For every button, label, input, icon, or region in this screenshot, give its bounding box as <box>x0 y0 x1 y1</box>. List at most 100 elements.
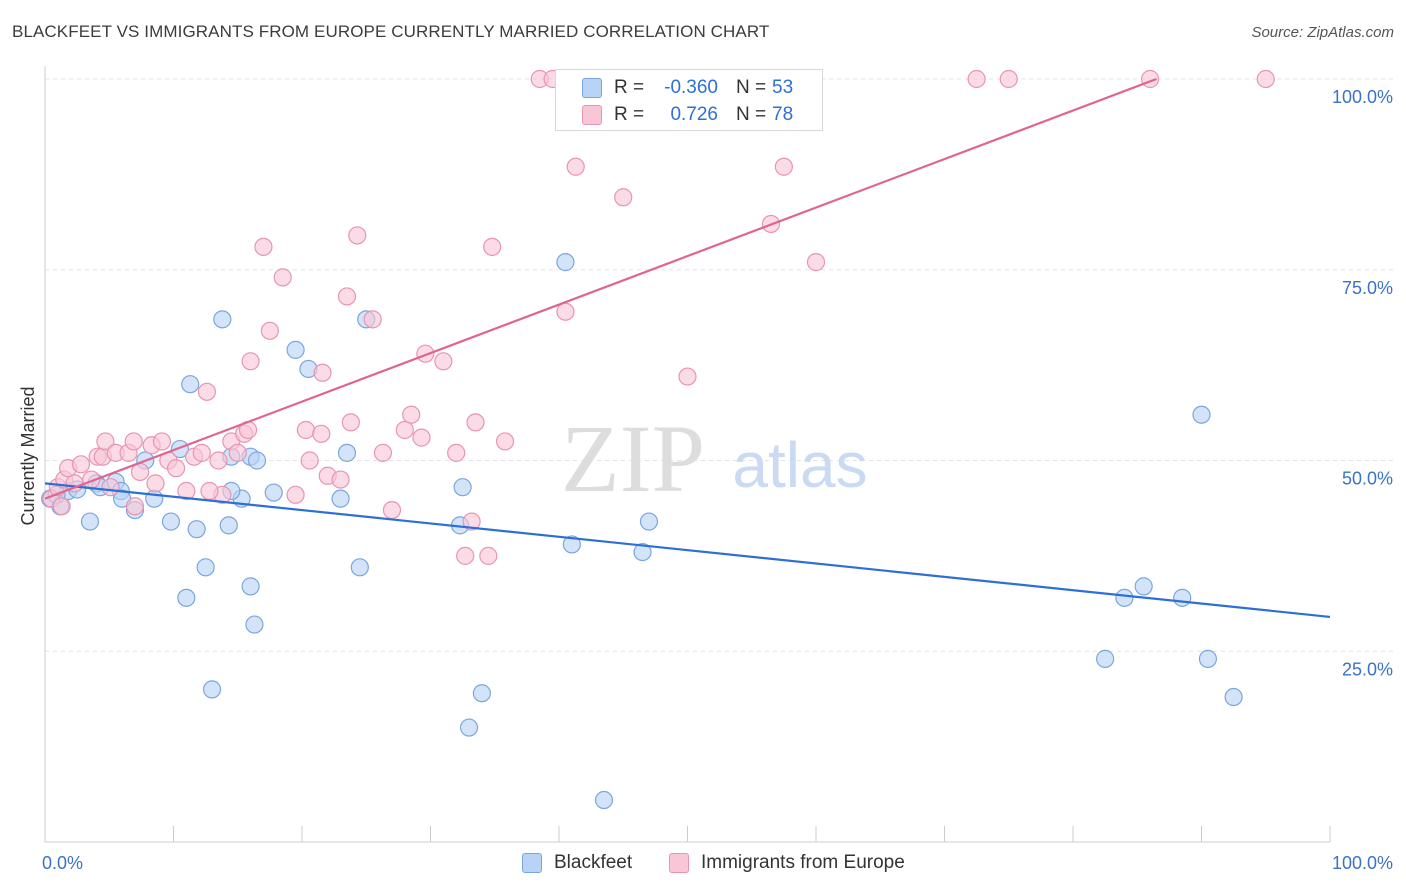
chart-title: BLACKFEET VS IMMIGRANTS FROM EUROPE CURR… <box>12 22 770 41</box>
data-point <box>774 157 793 176</box>
stats-n-label: N = <box>736 77 767 98</box>
data-point <box>331 489 350 508</box>
trend-line <box>44 77 1157 500</box>
data-point <box>453 478 472 497</box>
data-point <box>412 428 431 447</box>
data-point <box>202 680 222 699</box>
stats-r-label: R = <box>614 104 645 125</box>
data-point <box>459 718 479 737</box>
data-point <box>614 188 633 207</box>
data-point <box>241 352 260 371</box>
chart-legend: Blackfeet Immigrants from Europe <box>0 848 1406 882</box>
data-point <box>382 500 402 520</box>
data-point <box>562 535 581 554</box>
trend-layer <box>44 77 1331 619</box>
data-point <box>200 481 219 501</box>
data-point <box>1256 69 1275 89</box>
data-point <box>286 340 305 359</box>
stats-row-europe: R = 0.726 N = 78 <box>556 101 822 127</box>
data-point <box>1096 649 1115 668</box>
data-point <box>1115 588 1134 607</box>
watermark-atlas: atlas <box>732 429 867 501</box>
legend-label-blackfeet: Blackfeet <box>554 852 633 873</box>
data-point <box>219 516 238 535</box>
data-point <box>286 485 305 504</box>
chart-source: Source: ZipAtlas.com <box>1251 24 1394 41</box>
data-point <box>350 558 369 577</box>
stats-row-blackfeet: R = -0.360 N = 53 <box>556 74 822 100</box>
y-tick-label: 25.0% <box>1342 659 1393 679</box>
data-point <box>479 546 498 565</box>
data-point <box>197 382 217 401</box>
data-point <box>337 287 357 306</box>
data-point <box>80 512 100 531</box>
legend-item-europe[interactable]: Immigrants from Europe <box>669 852 905 874</box>
y-tick-label: 100.0% <box>1332 87 1393 107</box>
stats-r-label: R = <box>614 77 645 98</box>
data-point <box>495 432 515 451</box>
data-point <box>161 512 181 531</box>
trend-line <box>44 482 1331 619</box>
x-tick-label: 100.0% <box>1332 853 1393 873</box>
labels-layer: 25.0% 50.0% 75.0% 100.0% 0.0% 100.0% Currently… <box>18 87 1393 873</box>
data-point <box>1192 405 1211 424</box>
stats-n-value-blackfeet: 53 <box>772 77 794 98</box>
data-point <box>395 420 414 440</box>
data-point <box>254 237 273 256</box>
data-point <box>146 474 165 493</box>
data-point <box>177 481 196 501</box>
y-axis-title: Currently Married <box>18 386 38 525</box>
data-point <box>472 684 491 703</box>
data-point <box>296 420 315 440</box>
data-point <box>466 413 485 432</box>
data-point <box>264 483 283 502</box>
points-layer <box>41 69 1275 810</box>
data-point <box>145 489 164 508</box>
data-point <box>416 344 435 363</box>
data-point <box>462 512 481 531</box>
data-point <box>434 352 453 371</box>
data-point <box>312 424 331 443</box>
data-point <box>125 497 145 516</box>
data-point <box>313 363 332 382</box>
data-point <box>196 558 215 577</box>
data-point <box>967 69 986 89</box>
data-point <box>177 588 196 607</box>
data-point <box>96 432 115 451</box>
data-point <box>1134 577 1153 596</box>
data-point <box>456 546 475 565</box>
data-point <box>1224 687 1243 707</box>
data-point <box>247 451 267 470</box>
data-point <box>447 443 466 462</box>
data-point <box>594 790 614 810</box>
data-point <box>273 268 292 287</box>
data-point <box>124 432 143 451</box>
legend-swatch-blackfeet <box>522 853 542 873</box>
data-point <box>1198 649 1218 668</box>
data-point <box>213 310 232 329</box>
stats-n-label: N = <box>736 104 767 125</box>
stats-swatch-europe <box>582 105 602 125</box>
data-point <box>373 443 393 462</box>
legend-swatch-europe <box>669 853 689 873</box>
data-point <box>300 451 319 470</box>
data-point <box>639 512 659 531</box>
data-point <box>209 451 228 470</box>
legend-item-blackfeet[interactable]: Blackfeet <box>522 852 632 874</box>
data-point <box>678 367 697 386</box>
data-point <box>402 405 421 424</box>
data-point <box>337 443 357 462</box>
data-point <box>166 459 186 478</box>
data-point <box>999 69 1018 89</box>
data-point <box>260 321 279 340</box>
data-point <box>187 520 206 539</box>
x-tick-label: 0.0% <box>42 853 83 873</box>
stats-r-value-europe: 0.726 <box>670 104 718 125</box>
data-point <box>228 443 247 462</box>
axes-layer <box>44 66 1331 843</box>
data-point <box>806 253 826 272</box>
data-point <box>241 577 260 596</box>
stats-n-value-europe: 78 <box>772 104 794 125</box>
data-point <box>1173 588 1192 607</box>
data-point <box>633 542 652 562</box>
